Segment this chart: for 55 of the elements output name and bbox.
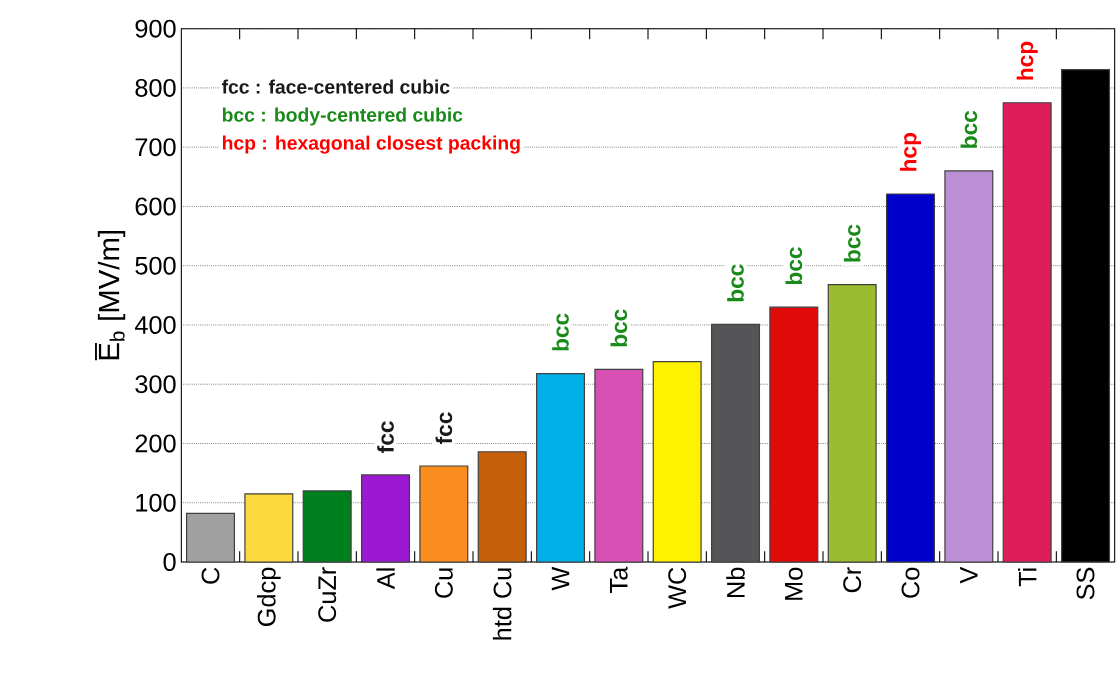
bar (652, 361, 702, 563)
x-tick-label: Ti (1017, 568, 1037, 587)
annotation: bcc (960, 110, 978, 148)
annotation: bcc (727, 264, 744, 302)
y-axis-title: E̅$_{b}$ [MV/m] (95, 231, 126, 361)
bar (944, 170, 994, 563)
x-tick-label: htd Cu (492, 568, 512, 640)
bar (360, 474, 411, 563)
x-tick-label: Gdcp (257, 567, 281, 626)
y-tick-label: 600 (135, 197, 176, 216)
x-tick-label: CuZr (318, 567, 337, 622)
bar (244, 493, 294, 563)
bar (185, 512, 236, 563)
annotation: hcp (899, 133, 922, 171)
y-tick-label: 100 (136, 493, 176, 512)
y-tick-label: 0 (163, 553, 176, 571)
y-tick-label: 200 (135, 434, 176, 453)
annotation: fcc (377, 421, 394, 453)
x-tick-label: SS (1076, 567, 1095, 600)
bar (885, 193, 936, 563)
x-tick-label: WC (668, 567, 687, 609)
x-tick-label: Cr (843, 567, 862, 593)
y-tick-label: 700 (135, 138, 176, 157)
x-tick-label: Co (901, 567, 920, 598)
annotation: bcc (552, 313, 569, 351)
x-tick-label: Mo (785, 567, 803, 600)
bar (477, 451, 527, 563)
y-tick-label: 300 (135, 375, 176, 394)
annotation: hcp : hexagonal closest packing (222, 135, 520, 154)
bar (302, 490, 352, 563)
bar (594, 368, 644, 563)
x-tick-label: W (551, 566, 570, 591)
y-tick-label: 800 (135, 78, 176, 97)
x-tick-label: Ta (610, 566, 628, 593)
bar (710, 323, 761, 563)
y-tick-label: 900 (135, 19, 176, 38)
annotation: bcc : body-centered cubic (222, 107, 463, 126)
annotation: fcc (435, 412, 453, 444)
x-tick-label: Nb (726, 567, 745, 598)
bar (769, 306, 819, 563)
annotation: bcc (843, 224, 861, 262)
bar (827, 284, 877, 563)
bar (535, 372, 586, 563)
x-tick-label: Cu (434, 568, 453, 598)
x-tick-label: V (960, 566, 978, 584)
y-tick-label: 400 (134, 315, 176, 334)
bar (419, 465, 469, 563)
bar (1002, 102, 1052, 563)
x-tick-label: Al (376, 568, 395, 590)
y-tick-label: 500 (135, 256, 176, 275)
annotation: fcc : face-centered cubic (221, 79, 450, 94)
annotation: bcc (785, 247, 803, 285)
x-tick-label: C (201, 567, 220, 584)
annotation: bcc (610, 309, 628, 347)
annotation: hcp (1016, 41, 1038, 80)
